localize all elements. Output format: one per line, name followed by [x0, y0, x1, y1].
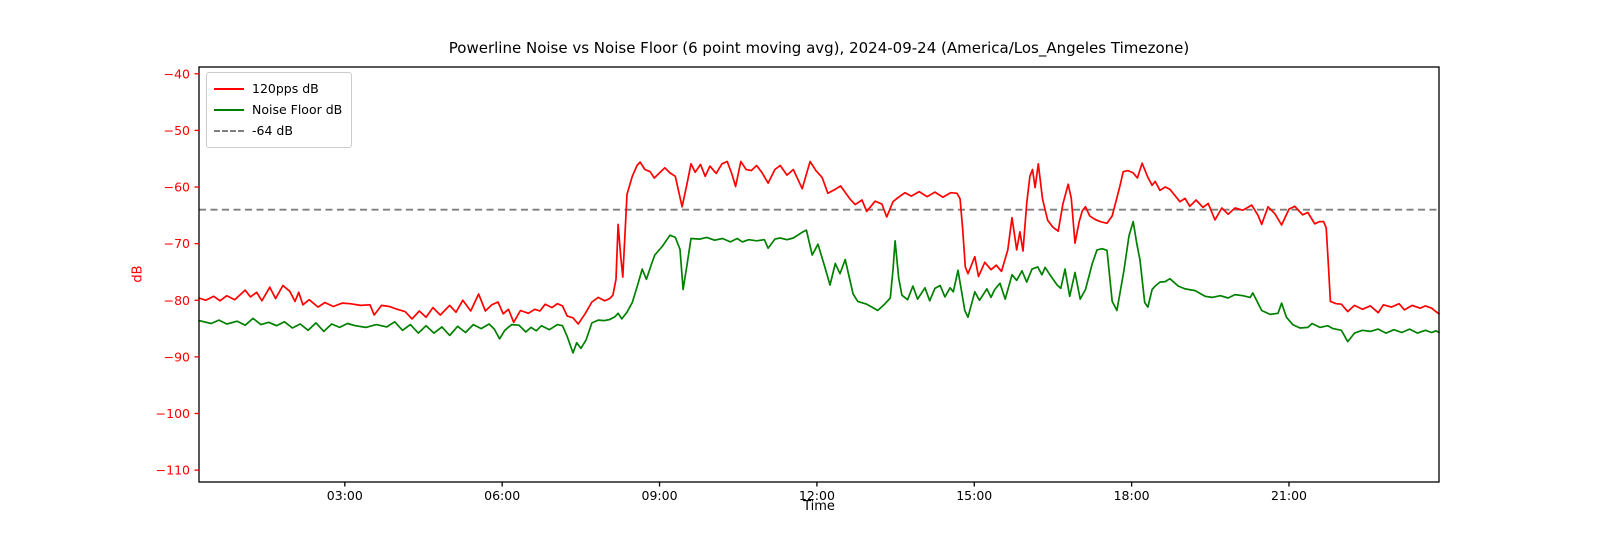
y-tick-label: −60 [164, 180, 190, 195]
x-tick-label: 06:00 [484, 488, 520, 503]
x-tick-label: 18:00 [1114, 488, 1150, 503]
red-line-swatch-icon [214, 87, 244, 90]
green-line-swatch-icon [214, 108, 244, 111]
legend-item-noise-floor: Noise Floor dB [214, 99, 342, 120]
legend-label: Noise Floor dB [252, 102, 343, 117]
x-tick-label: 12:00 [799, 488, 835, 503]
y-tick-label: −50 [164, 123, 190, 138]
y-tick-label: −90 [164, 349, 190, 364]
chart-title: Powerline Noise vs Noise Floor (6 point … [448, 39, 1190, 57]
x-tick-label: 09:00 [642, 488, 678, 503]
y-tick-label: −100 [156, 406, 190, 421]
y-tick-label: −40 [164, 66, 190, 81]
legend-label: 120pps dB [252, 81, 319, 96]
legend: 120pps dB Noise Floor dB -64 dB [206, 72, 353, 148]
x-tick-label: 03:00 [327, 488, 363, 503]
y-axis-label: dB [130, 265, 146, 283]
legend-item-threshold: -64 dB [214, 120, 342, 141]
gray-dashed-swatch-icon [214, 129, 244, 132]
legend-item-120pps: 120pps dB [214, 78, 342, 99]
legend-label: -64 dB [252, 123, 293, 138]
series-line-120pps [198, 160, 1440, 325]
x-tick-label: 21:00 [1271, 488, 1307, 503]
y-tick-label: −80 [164, 293, 190, 308]
x-tick-label: 15:00 [956, 488, 992, 503]
x-axis-label: Time [803, 499, 835, 514]
plot-border [198, 66, 1440, 483]
series-line-noise-floor [198, 220, 1440, 354]
y-tick-label: −70 [164, 236, 190, 251]
y-tick-label: −110 [156, 463, 190, 478]
